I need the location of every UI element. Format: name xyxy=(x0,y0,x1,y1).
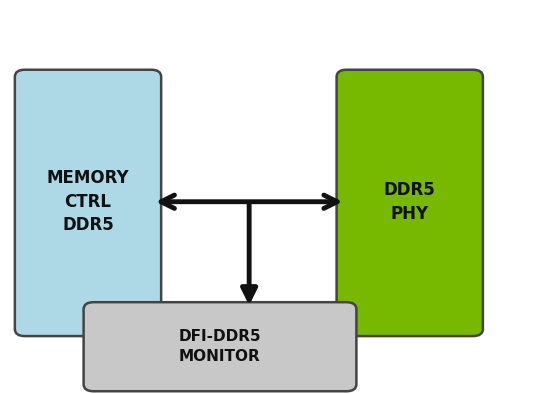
FancyBboxPatch shape xyxy=(15,70,161,336)
Text: MEMORY
CTRL
DDR5: MEMORY CTRL DDR5 xyxy=(47,169,129,234)
FancyBboxPatch shape xyxy=(337,70,483,336)
FancyBboxPatch shape xyxy=(84,302,356,391)
Text: DFI-DDR5
MONITOR: DFI-DDR5 MONITOR xyxy=(179,329,261,364)
Text: DDR5
PHY: DDR5 PHY xyxy=(384,181,436,223)
